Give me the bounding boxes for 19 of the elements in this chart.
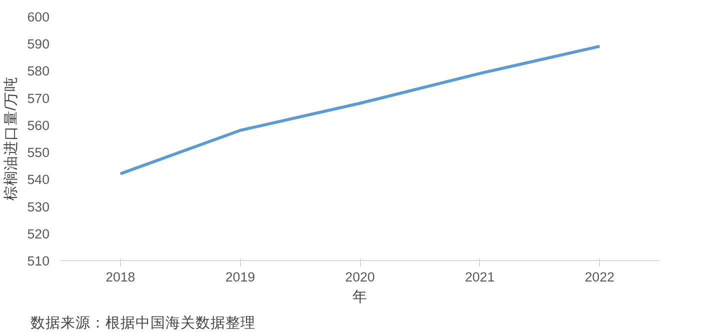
y-tick-label: 560 xyxy=(27,118,50,133)
x-tick-label: 2021 xyxy=(464,270,495,284)
y-tick-label: 590 xyxy=(27,36,50,52)
x-axis-title: 年 xyxy=(352,288,368,306)
y-tick-label: 520 xyxy=(27,226,50,242)
y-tick-label: 570 xyxy=(27,90,50,106)
y-tick-label: 580 xyxy=(27,64,50,79)
y-tick-label: 600 xyxy=(27,10,50,24)
y-tick-label: 530 xyxy=(27,199,50,214)
x-tick-label: 2018 xyxy=(106,270,136,284)
source-note: 数据来源：根据中国海关数据整理 xyxy=(30,314,256,332)
x-tick-label: 2019 xyxy=(225,270,256,284)
y-tick-label: 550 xyxy=(27,145,50,160)
y-tick-label: 510 xyxy=(27,254,50,268)
line-series xyxy=(118,44,602,176)
y-tick-label: 540 xyxy=(27,172,50,188)
x-tick-label: 2020 xyxy=(345,270,375,284)
y-axis-title: 棕榈油进口量/万吨 xyxy=(2,76,20,201)
x-tick-label: 2022 xyxy=(584,270,614,284)
